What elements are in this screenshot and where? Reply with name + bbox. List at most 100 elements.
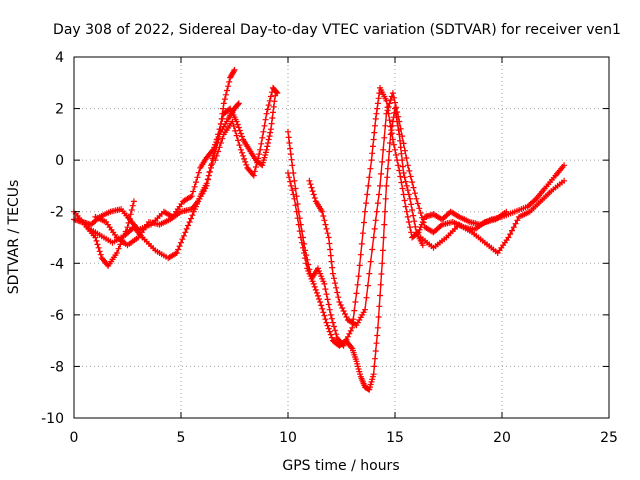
x-tick-label: 0 — [70, 430, 79, 446]
data-point-marker — [390, 141, 397, 148]
data-point-marker — [298, 239, 305, 246]
data-point-marker — [406, 167, 413, 174]
y-tick-label: -6 — [50, 308, 64, 324]
data-point-marker — [273, 89, 280, 96]
data-point-marker — [212, 157, 219, 164]
data-point-marker — [364, 282, 371, 289]
data-point-marker — [320, 213, 327, 219]
data-point-marker — [387, 97, 394, 103]
data-point-marker — [348, 344, 355, 351]
data-point-marker — [176, 243, 183, 250]
data-point-marker — [231, 66, 238, 73]
data-point-marker — [241, 155, 248, 162]
series-D — [92, 92, 279, 249]
data-point-marker — [400, 191, 407, 198]
data-point-marker — [327, 331, 334, 338]
data-point-marker — [401, 197, 408, 204]
x-tick-label: 25 — [600, 430, 618, 446]
data-point-marker — [267, 93, 274, 100]
data-point-marker — [334, 289, 341, 296]
data-point-marker — [399, 133, 406, 140]
data-point-marker — [230, 68, 237, 75]
series-B — [71, 100, 242, 233]
data-point-marker — [285, 128, 291, 135]
data-point-marker — [393, 152, 400, 158]
data-point-marker — [288, 156, 295, 163]
data-point-marker — [206, 169, 213, 176]
data-point-marker — [389, 122, 396, 129]
data-point-marker — [372, 122, 378, 129]
data-point-marker — [359, 230, 366, 237]
data-point-marker — [364, 191, 371, 198]
data-point-marker — [232, 127, 239, 134]
data-point-marker — [180, 232, 187, 239]
data-point-marker — [188, 215, 194, 222]
data-point-marker — [127, 211, 134, 218]
y-tick-label: 2 — [55, 102, 64, 118]
data-point-marker — [332, 280, 339, 287]
data-point-marker — [296, 228, 303, 235]
data-point-marker — [215, 148, 222, 155]
series-H — [306, 90, 510, 329]
data-point-marker — [362, 306, 368, 313]
data-point-marker — [397, 144, 404, 151]
data-point-marker — [326, 240, 333, 247]
data-point-marker — [402, 147, 408, 154]
data-point-marker — [306, 177, 313, 184]
data-point-marker — [183, 225, 190, 232]
data-point-marker — [381, 221, 388, 228]
data-point-marker — [378, 170, 385, 177]
data-point-marker — [375, 95, 382, 102]
data-point-marker — [95, 244, 102, 251]
data-point-marker — [310, 191, 317, 198]
data-point-marker — [226, 78, 233, 85]
data-point-marker — [412, 190, 418, 197]
data-point-marker — [325, 325, 332, 332]
data-point-marker — [367, 165, 374, 172]
data-point-marker — [329, 270, 336, 277]
data-point-marker — [311, 283, 318, 290]
data-point-marker — [325, 234, 332, 241]
data-point-marker — [383, 97, 390, 104]
data-point-marker — [356, 262, 363, 269]
data-point-marker — [561, 162, 568, 169]
data-point-marker — [250, 172, 257, 179]
data-point-marker — [375, 314, 382, 320]
data-point-marker — [318, 302, 325, 309]
data-point-marker — [242, 158, 249, 165]
data-point-marker — [382, 122, 389, 129]
plot-frame — [73, 56, 610, 419]
data-point-marker — [400, 140, 407, 147]
data-point-marker — [322, 286, 329, 293]
data-point-marker — [265, 136, 272, 143]
data-point-marker — [398, 150, 405, 157]
x-tick-label: 20 — [493, 430, 511, 446]
data-point-marker — [267, 126, 274, 133]
data-point-marker — [212, 141, 219, 148]
data-point-marker — [291, 177, 298, 184]
data-point-marker — [327, 252, 334, 259]
data-point-marker — [396, 118, 403, 125]
data-point-marker — [414, 200, 421, 207]
data-point-marker — [509, 227, 515, 234]
data-point-marker — [379, 260, 386, 267]
data-series-layer — [71, 66, 568, 393]
data-point-marker — [400, 170, 407, 176]
data-point-marker — [377, 281, 384, 288]
data-point-marker — [217, 121, 224, 127]
data-point-marker — [377, 292, 383, 299]
data-point-marker — [370, 136, 377, 143]
data-point-marker — [220, 100, 227, 107]
data-point-marker — [371, 129, 378, 136]
data-point-marker — [321, 217, 328, 224]
data-point-marker — [366, 174, 373, 181]
data-point-marker — [372, 217, 379, 224]
data-point-marker — [374, 105, 381, 112]
data-point-marker — [257, 146, 264, 153]
data-point-marker — [285, 134, 292, 141]
data-point-marker — [222, 91, 229, 98]
data-point-marker — [264, 143, 271, 150]
data-point-marker — [303, 260, 310, 267]
data-point-marker — [329, 264, 336, 271]
data-point-marker — [403, 155, 410, 161]
